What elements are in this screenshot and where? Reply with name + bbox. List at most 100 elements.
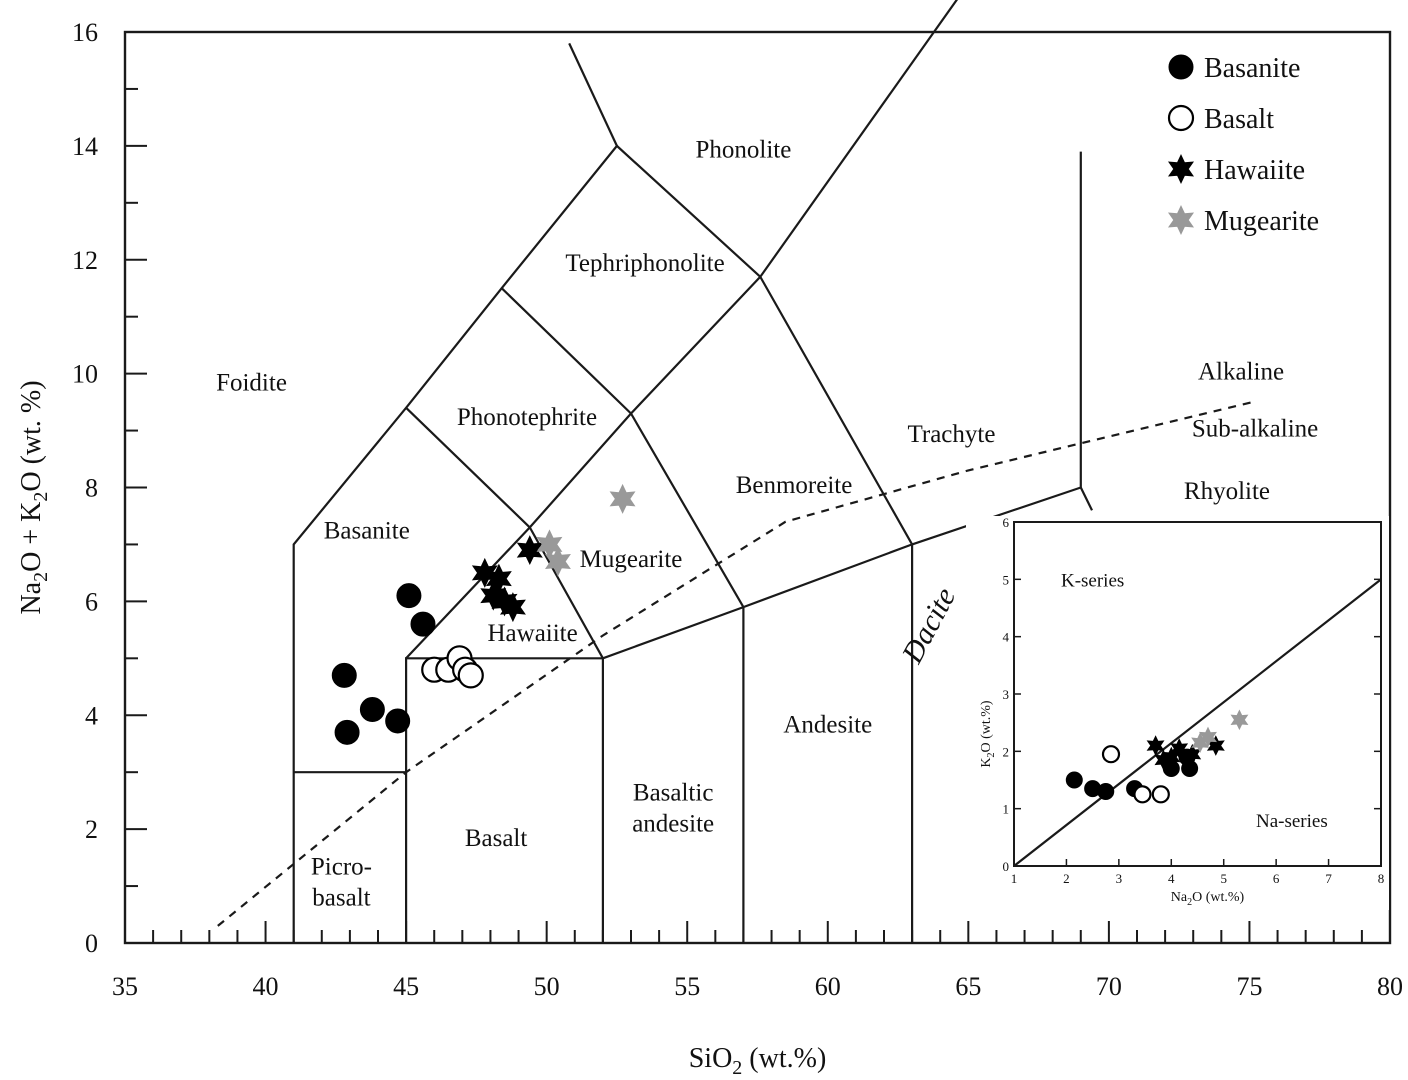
legend: Basanite Basalt Hawaiite Mugearite bbox=[1167, 53, 1319, 237]
inset-y-tick-label: 0 bbox=[1003, 859, 1010, 874]
legend-label-basanite: Basanite bbox=[1204, 53, 1300, 84]
x-tick-label: 35 bbox=[112, 972, 138, 1001]
inset-data-point-basanite bbox=[1065, 771, 1083, 789]
inset-data-point-basalt bbox=[1151, 785, 1170, 804]
inset-data-point-mugearite bbox=[1230, 709, 1249, 731]
x-tick-label: 75 bbox=[1236, 972, 1262, 1001]
inset-x-tick-label: 3 bbox=[1116, 871, 1123, 886]
field-boundary-line bbox=[759, 0, 958, 278]
inset-y-axis-title: K2O (wt.%) bbox=[979, 700, 997, 768]
data-point-basanite bbox=[410, 611, 436, 637]
inset-y-tick-label: 6 bbox=[1003, 515, 1010, 530]
x-tick-label: 50 bbox=[534, 972, 560, 1001]
inset-data-point-hawaiite bbox=[1146, 735, 1165, 756]
x-tick-label: 65 bbox=[955, 972, 981, 1001]
legend-marker-mugearite bbox=[1167, 205, 1195, 235]
field-label-andesite: Andesite bbox=[783, 711, 872, 738]
inset-x-tick-label: 5 bbox=[1220, 871, 1227, 886]
data-points bbox=[331, 483, 636, 745]
field-label-alkaline: Alkaline bbox=[1198, 358, 1284, 385]
inset-x-tick-label: 4 bbox=[1168, 871, 1175, 886]
legend-marker-basalt bbox=[1167, 104, 1195, 132]
field-label-benmoreite: Benmoreite bbox=[736, 472, 853, 499]
field-label-tephriphonolite: Tephriphonolite bbox=[565, 250, 724, 277]
field-label-phonotephrite: Phonotephrite bbox=[457, 404, 597, 431]
inset-data-point-basanite bbox=[1097, 782, 1115, 800]
x-tick-label: 55 bbox=[674, 972, 700, 1001]
x-tick-label: 60 bbox=[815, 972, 841, 1001]
field-label-dacite: Dacite bbox=[895, 582, 962, 669]
field-boundaries bbox=[292, 0, 1093, 943]
data-point-mugearite bbox=[609, 483, 636, 514]
inset-x-tick-label: 8 bbox=[1378, 871, 1385, 886]
inset-data-points bbox=[1065, 709, 1249, 804]
data-point-hawaiite bbox=[499, 592, 526, 623]
field-boundary-line bbox=[602, 486, 1082, 660]
y-tick-label: 0 bbox=[85, 929, 98, 958]
field-boundary-line bbox=[405, 276, 762, 660]
y-tick-label: 12 bbox=[72, 246, 98, 275]
inset-y-tick-label: 5 bbox=[1003, 572, 1010, 587]
x-axis-title: SiO2 (wt.%) bbox=[689, 1043, 827, 1079]
legend-marker-basanite bbox=[1168, 54, 1194, 80]
legend-label-basalt: Basalt bbox=[1204, 104, 1274, 135]
field-label-trachyte: Trachyte bbox=[907, 421, 995, 448]
data-point-basanite bbox=[331, 662, 357, 688]
x-tick-label: 45 bbox=[393, 972, 419, 1001]
data-point-basanite bbox=[334, 719, 360, 745]
x-tick-label: 70 bbox=[1096, 972, 1122, 1001]
field-labels: Foidite Basanite Phonotephrite Tephriphonol… bbox=[216, 136, 1318, 911]
inset-data-point-mugearite bbox=[1198, 726, 1218, 748]
inset-x-tick-label: 6 bbox=[1273, 871, 1280, 886]
y-tick-label: 10 bbox=[72, 360, 98, 389]
data-point-hawaiite bbox=[471, 557, 498, 588]
y-tick-label: 16 bbox=[72, 18, 98, 47]
main-plot: Foidite Basanite Phonotephrite Tephriphonol… bbox=[16, 0, 1403, 1079]
field-label-rhyolite: Rhyolite bbox=[1184, 478, 1270, 505]
data-point-basanite bbox=[396, 583, 422, 609]
y-tick-label: 2 bbox=[85, 815, 98, 844]
y-tick-label: 4 bbox=[85, 701, 98, 730]
y-tick-label: 6 bbox=[85, 587, 98, 616]
field-boundary-line bbox=[405, 657, 605, 943]
inset-data-point-basanite bbox=[1181, 760, 1199, 778]
legend-label-mugearite: Mugearite bbox=[1204, 206, 1319, 237]
field-label-basaltic_andesite: Basaltic andesite bbox=[632, 780, 714, 838]
field-label-hawaiite: Hawaiite bbox=[487, 620, 577, 647]
inset-x-axis-title: Na2O (wt.%) bbox=[1171, 890, 1245, 908]
inset-region-label: K-series bbox=[1061, 570, 1124, 591]
inset-data-point-basalt bbox=[1133, 785, 1152, 804]
inset-region-label: Na-series bbox=[1256, 811, 1328, 832]
field-label-mugearite: Mugearite bbox=[580, 546, 683, 573]
field-boundary-line bbox=[500, 287, 745, 608]
field-label-basalt: Basalt bbox=[465, 825, 528, 852]
field-label-foidite: Foidite bbox=[216, 370, 287, 397]
y-tick-label: 14 bbox=[72, 132, 98, 161]
inset-data-point-basalt bbox=[1101, 745, 1121, 764]
data-point-basalt bbox=[457, 662, 484, 689]
field-boundary-line bbox=[405, 407, 604, 659]
inset-x-tick-label: 2 bbox=[1063, 871, 1070, 886]
field-label-phonolite: Phonolite bbox=[696, 136, 792, 163]
inset-region-labels: K-series Na-series bbox=[1061, 570, 1328, 832]
inset-x-tick-label: 7 bbox=[1325, 871, 1332, 886]
inset-background bbox=[966, 516, 1389, 910]
field-label-subalkaline: Sub-alkaline bbox=[1192, 415, 1318, 442]
inset-na-k-divide-line bbox=[1013, 578, 1382, 867]
inset-y-tick-label: 2 bbox=[1003, 744, 1010, 759]
x-tick-label: 40 bbox=[253, 972, 279, 1001]
field-boundary-line bbox=[292, 144, 914, 943]
y-axis-title: Na2O + K2O (wt. %) bbox=[16, 380, 52, 614]
inset-y-tick-label: 3 bbox=[1003, 687, 1010, 702]
data-point-mugearite bbox=[544, 546, 571, 577]
inset-y-tick-label: 1 bbox=[1003, 802, 1010, 817]
legend-label-hawaiite: Hawaiite bbox=[1204, 155, 1305, 186]
data-point-basanite bbox=[385, 708, 411, 734]
inset-x-tick-label: 1 bbox=[1011, 871, 1018, 886]
y-tick-label: 8 bbox=[85, 474, 98, 503]
inset-data-point-hawaiite bbox=[1170, 738, 1189, 759]
x-tick-label: 80 bbox=[1377, 972, 1403, 1001]
data-point-basanite bbox=[359, 697, 385, 723]
